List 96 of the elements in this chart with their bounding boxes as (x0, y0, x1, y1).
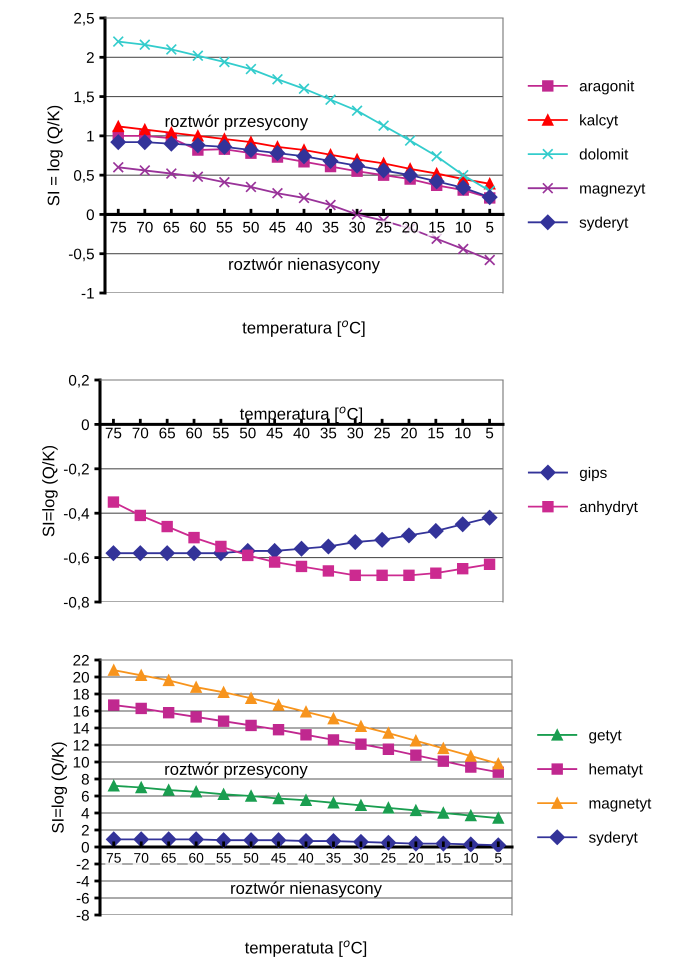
legend-label: gips (580, 466, 607, 482)
y-tick-label: 4 (81, 808, 90, 819)
x-tick-label: 15 (429, 222, 445, 233)
y-tick-label: 8 (82, 774, 89, 785)
x-tick-label: 65 (159, 428, 176, 438)
x-tick-label: 40 (296, 222, 312, 233)
x-axis-title: temperatura [$^{o}$C] (240, 406, 362, 424)
annotation: roztwór przesycony (166, 114, 308, 130)
y-tick-label: -0,4 (64, 508, 90, 521)
y-tick-label: 0,5 (74, 170, 94, 183)
x-tick-label: 40 (293, 428, 310, 438)
x-tick-label: 30 (349, 222, 365, 233)
y-tick-label: 16 (74, 706, 89, 717)
x-tick-label: 40 (298, 852, 314, 863)
x-tick-label: 35 (322, 222, 338, 233)
annotation: roztwór nienasycony (231, 882, 382, 898)
x-tick-label: 60 (189, 852, 204, 863)
x-tick-label: 45 (269, 222, 286, 233)
y-tick-label: -0,8 (64, 596, 89, 610)
x-axis-title: temperatuta [$^{o}$C] (244, 940, 366, 957)
x-tick-label: 20 (402, 222, 418, 233)
x-tick-label: 5 (486, 222, 494, 233)
y-tick-label: 12 (74, 740, 89, 751)
x-tick-label: 25 (381, 852, 396, 863)
x-tick-label: 45 (266, 428, 282, 438)
annotation: roztwór nienasycony (229, 258, 380, 274)
y-tick-label: 2 (86, 52, 94, 63)
x-tick-label: 60 (186, 428, 202, 438)
y-tick-label: -0,2 (64, 464, 89, 476)
x-axis-title: temperatura [$^{o}$C] (242, 320, 365, 337)
x-tick-label: 20 (408, 852, 424, 863)
y-tick-label: 18 (74, 688, 89, 700)
legend-label: magnetyt (590, 798, 652, 812)
x-tick-label: 10 (455, 428, 471, 438)
x-tick-label: 10 (464, 852, 478, 863)
y-tick-label: -0,6 (64, 552, 89, 566)
legend-label: dolomit (580, 148, 628, 160)
legend-label: syderyt (580, 216, 628, 231)
y-tick-label: -4 (76, 876, 90, 887)
y-tick-label: 0,2 (68, 374, 89, 388)
y-tick-label: 0 (82, 419, 89, 430)
x-tick-label: 65 (164, 222, 180, 233)
x-tick-label: 65 (162, 852, 176, 863)
x-tick-label: 50 (243, 222, 259, 233)
x-tick-label: 45 (271, 853, 286, 863)
x-tick-label: 35 (326, 852, 341, 863)
y-tick-label: 22 (73, 654, 89, 666)
x-tick-label: 30 (347, 428, 364, 438)
y-tick-label: -0,5 (68, 248, 94, 262)
legend-label: hematyt (590, 763, 643, 778)
y-tick-label: 14 (74, 723, 90, 734)
y-tick-label: 10 (74, 756, 89, 768)
y-tick-label: 1,5 (74, 92, 94, 104)
x-tick-label: 50 (244, 852, 258, 863)
x-tick-label: 15 (436, 853, 450, 863)
x-tick-label: 70 (137, 222, 153, 233)
x-tick-label: 20 (401, 428, 417, 438)
x-tick-label: 55 (216, 222, 232, 233)
y-tick-label: 0 (86, 209, 94, 220)
legend-label: magnezyt (580, 184, 646, 197)
y-tick-label: -6 (76, 892, 89, 904)
x-tick-label: 60 (190, 222, 206, 233)
legend-label: kalcyt (580, 114, 618, 129)
x-tick-label: 35 (320, 428, 336, 438)
x-tick-label: 30 (354, 852, 368, 863)
legend-label: syderyt (588, 832, 638, 846)
x-tick-label: 55 (213, 428, 229, 438)
x-tick-label: 50 (240, 428, 256, 438)
annotation: roztwór przesycony (165, 762, 308, 778)
x-tick-label: 55 (216, 853, 231, 863)
y-tick-label: 2 (82, 824, 89, 836)
y-tick-label: -1 (82, 288, 94, 299)
legend-label: anhydryt (580, 500, 638, 516)
x-tick-label: 10 (456, 222, 472, 233)
y-tick-label: 0 (82, 842, 89, 853)
y-tick-label: -2 (76, 858, 89, 870)
x-tick-label: 25 (374, 428, 390, 438)
x-tick-label: 70 (134, 852, 148, 863)
x-tick-label: 75 (110, 222, 126, 233)
legend-label: getyt (589, 730, 622, 744)
x-tick-label: 5 (494, 853, 502, 863)
y-tick-label: 2,5 (74, 12, 94, 26)
y-tick-label: -8 (76, 910, 89, 921)
x-tick-label: 75 (106, 853, 121, 863)
y-axis-title: SI=log (Q/K) (42, 446, 58, 536)
x-tick-label: 75 (106, 428, 122, 438)
legend-label: aragonit (580, 80, 634, 94)
y-tick-label: 6 (82, 790, 89, 802)
y-axis-title: SI=log (Q/K) (52, 742, 68, 833)
y-tick-label: 20 (73, 672, 89, 683)
x-tick-label: 25 (376, 222, 392, 233)
x-tick-label: 70 (132, 428, 148, 438)
x-tick-label: 15 (428, 428, 444, 438)
x-tick-label: 5 (486, 428, 494, 438)
y-axis-title: SI = log (Q/K) (47, 106, 63, 206)
y-tick-label: 1 (87, 130, 94, 142)
